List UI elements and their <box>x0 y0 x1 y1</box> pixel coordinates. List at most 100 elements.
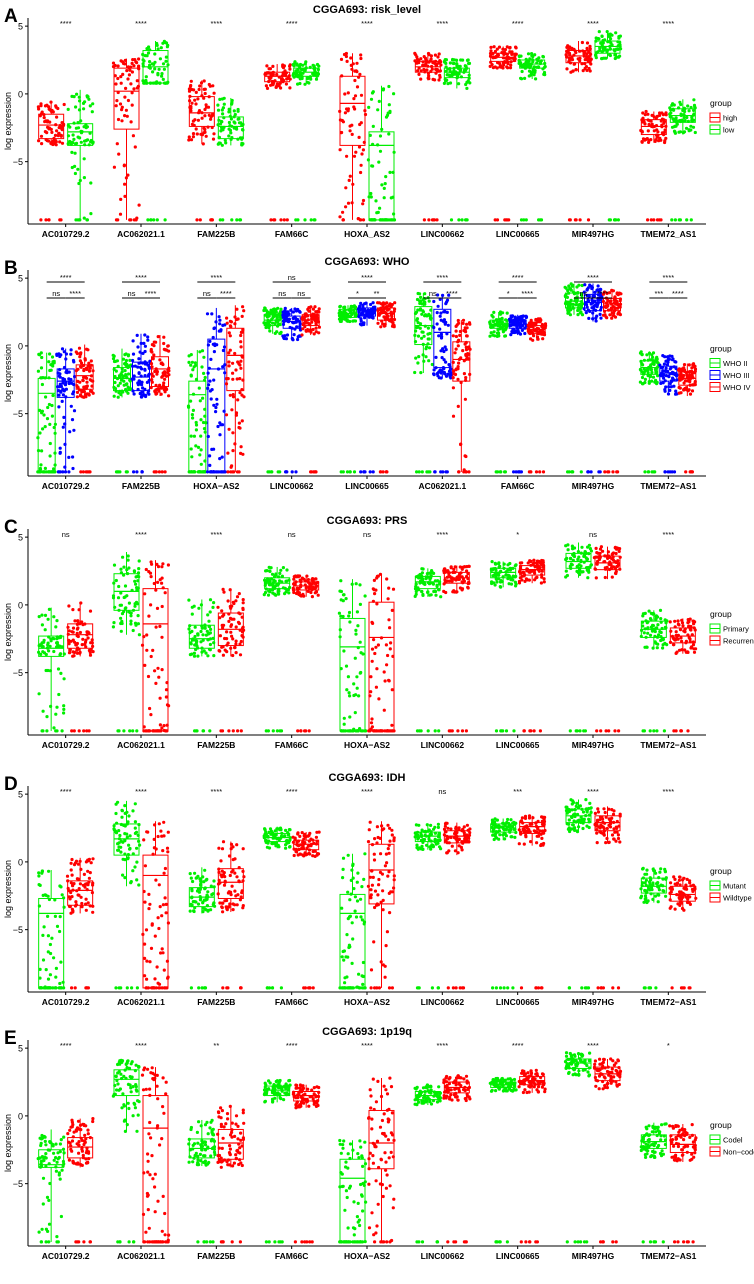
floor-point <box>659 218 663 222</box>
data-point <box>361 652 365 656</box>
data-point <box>355 610 359 614</box>
data-point <box>466 79 470 83</box>
data-point <box>339 598 343 602</box>
data-point <box>358 304 362 308</box>
data-point <box>121 555 125 559</box>
box-FAM66C-WHO II <box>488 310 509 474</box>
box-FAM66C-high <box>263 63 292 222</box>
data-point <box>212 326 216 331</box>
data-point <box>464 353 468 357</box>
floor-point <box>218 218 222 222</box>
floor-point <box>568 218 572 222</box>
data-point <box>123 194 127 198</box>
data-point <box>217 141 221 145</box>
data-point <box>227 110 231 114</box>
data-point <box>344 313 348 318</box>
floor-point <box>135 729 139 733</box>
data-point <box>385 577 389 581</box>
data-point <box>189 374 193 378</box>
floor-point <box>279 218 283 222</box>
data-point <box>234 599 238 603</box>
data-point <box>238 653 243 657</box>
box-AC062021.1-WHO IV <box>451 318 472 474</box>
box-LINC00665-low <box>517 52 547 222</box>
data-point <box>454 324 458 328</box>
data-point <box>387 84 391 89</box>
data-point <box>162 335 166 339</box>
data-point <box>376 643 380 647</box>
box-AC010729.2-low <box>66 89 95 222</box>
data-point <box>68 430 72 434</box>
data-point <box>131 352 136 356</box>
box-FAM66C-Recurrent <box>291 574 320 733</box>
data-point <box>370 659 374 663</box>
data-point <box>647 122 651 127</box>
data-point <box>265 309 269 313</box>
data-point <box>377 99 381 103</box>
data-point <box>599 316 603 320</box>
data-point <box>312 332 316 336</box>
data-point <box>349 56 353 60</box>
data-point <box>159 361 163 366</box>
floor-point <box>467 470 471 474</box>
floor-point <box>647 470 651 474</box>
data-point <box>192 434 196 438</box>
data-point <box>198 84 202 88</box>
data-point <box>134 582 138 586</box>
data-point <box>87 361 91 365</box>
data-point <box>278 579 282 583</box>
data-point <box>155 606 160 611</box>
data-point <box>118 212 123 216</box>
data-point <box>239 451 243 455</box>
data-point <box>160 72 164 76</box>
data-point <box>518 576 523 580</box>
data-point <box>689 128 693 132</box>
data-point <box>654 138 658 142</box>
data-point <box>145 633 149 637</box>
floor-point <box>615 470 619 474</box>
data-point <box>519 76 523 80</box>
data-point <box>70 140 74 144</box>
data-point <box>304 321 308 325</box>
box-LINC00665-Recurrent <box>517 558 546 733</box>
data-point <box>153 369 157 374</box>
data-point <box>662 362 667 366</box>
data-point <box>490 560 494 564</box>
data-point <box>426 326 430 330</box>
data-point <box>117 152 121 156</box>
floor-point <box>79 470 83 474</box>
data-point <box>448 74 452 78</box>
data-point <box>111 625 115 629</box>
significance-label: **** <box>587 19 599 28</box>
data-point <box>679 391 683 395</box>
floor-point <box>67 470 71 474</box>
data-point <box>217 118 221 122</box>
floor-point <box>534 470 539 474</box>
data-point <box>288 67 292 71</box>
data-point <box>75 390 80 394</box>
floor-point <box>578 218 582 222</box>
data-point <box>458 586 462 590</box>
data-point <box>68 139 72 144</box>
data-point <box>644 109 648 114</box>
bracket-group: ****ns **** <box>197 273 236 299</box>
data-point <box>678 386 682 390</box>
data-point <box>640 140 644 144</box>
data-point <box>505 65 509 69</box>
data-point <box>156 387 160 391</box>
data-point <box>137 559 141 563</box>
data-point <box>62 677 66 681</box>
data-point <box>116 384 120 388</box>
data-point <box>574 51 578 55</box>
data-point <box>497 573 501 577</box>
floor-point <box>524 218 528 222</box>
data-point <box>71 638 75 642</box>
data-point <box>454 578 458 582</box>
box-rect <box>113 367 131 392</box>
data-point <box>85 125 89 129</box>
data-point <box>655 128 659 132</box>
legend-label: WHO III <box>723 371 750 380</box>
floor-point <box>226 470 230 474</box>
data-point <box>692 98 696 102</box>
data-point <box>131 134 135 138</box>
